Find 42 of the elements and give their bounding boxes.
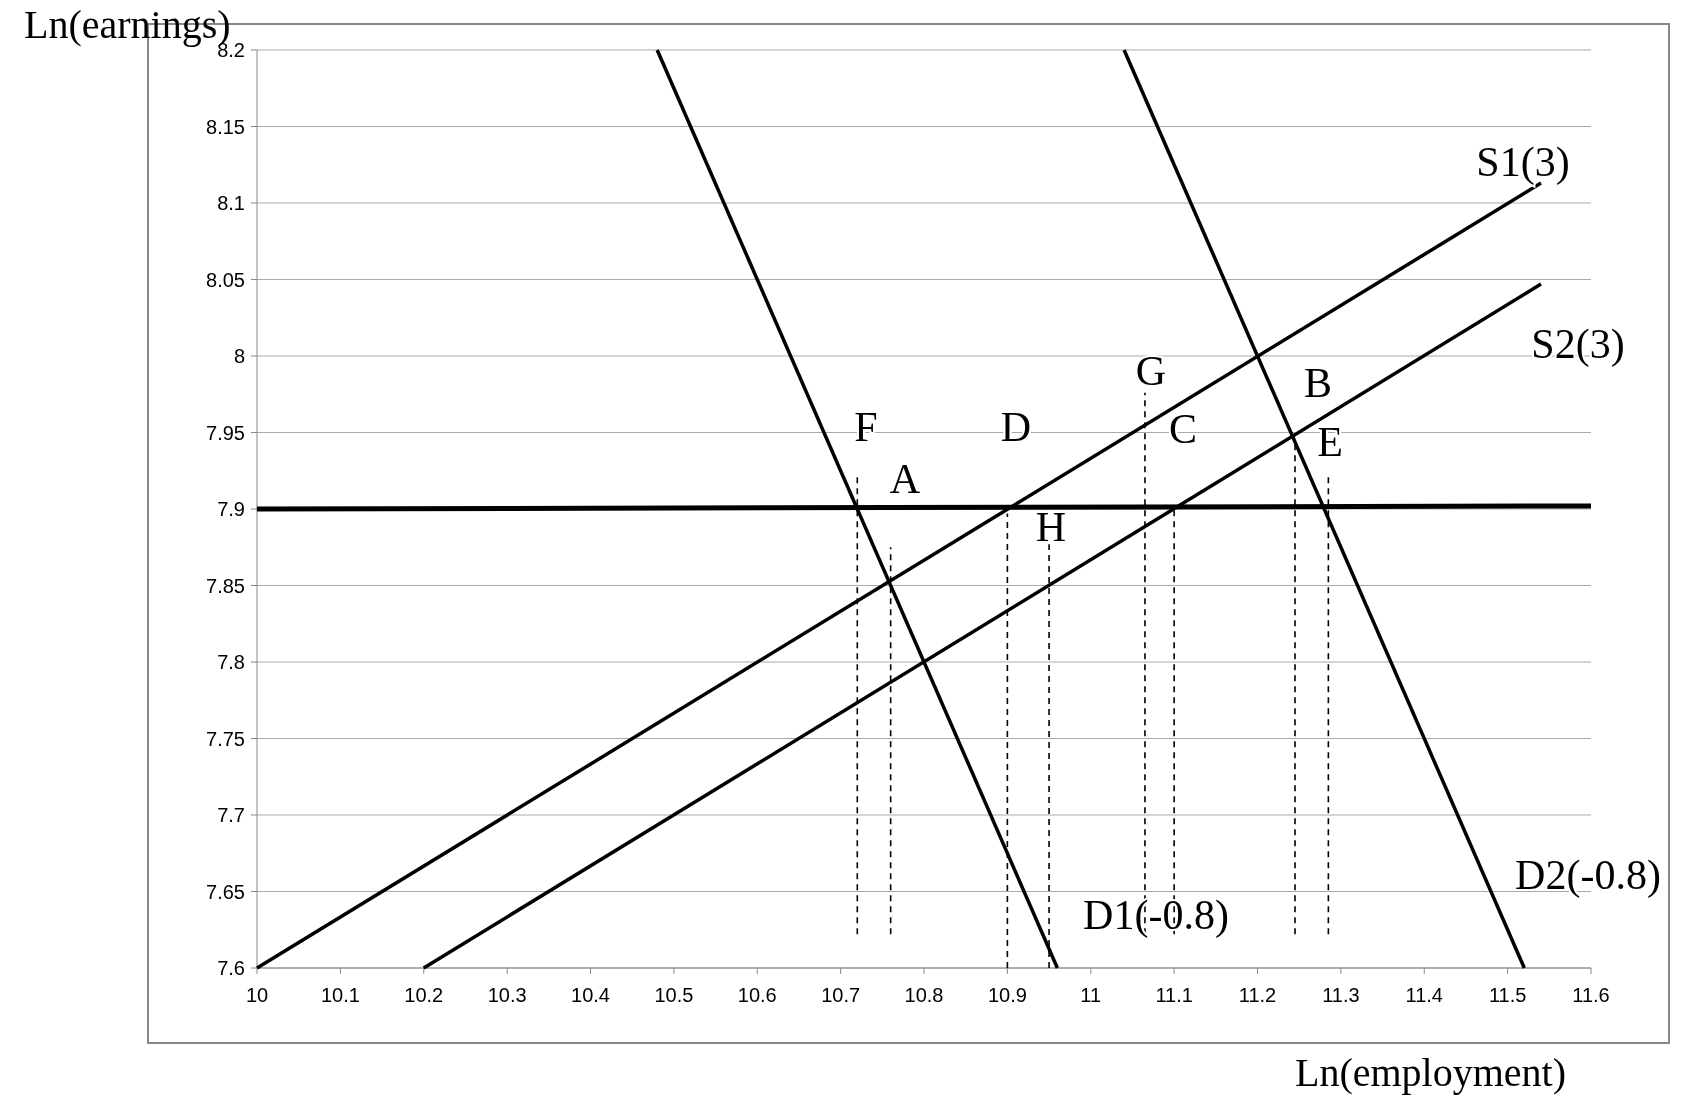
x-tick-label: 10.2 — [404, 984, 444, 1006]
x-tick-label: 10.4 — [571, 984, 610, 1006]
y-tick-label: 7.65 — [206, 880, 245, 903]
y-tick-label: 8.1 — [217, 192, 245, 214]
y-tick-label: 7.6 — [217, 957, 245, 979]
x-tick-label: 10.7 — [821, 984, 861, 1006]
annotation: D — [1000, 403, 1032, 450]
y-tick-label: 8.15 — [206, 115, 245, 138]
y-tick-label: 7.75 — [206, 727, 245, 750]
y-tick-label: 7.9 — [217, 498, 245, 520]
x-tick-label: 11.5 — [1488, 984, 1527, 1006]
x-tick-label: 11.6 — [1572, 984, 1610, 1006]
x-tick-label: 10 — [245, 984, 269, 1006]
x-tick-label: 11.4 — [1405, 984, 1443, 1006]
annotation: C — [1168, 405, 1198, 452]
annotation: H — [1035, 503, 1067, 550]
annotation: D2(-0.8) — [1515, 851, 1661, 899]
x-axis-title: Ln(employment) — [1294, 1050, 1566, 1095]
x-tick-label: 10.3 — [487, 984, 527, 1006]
annotation: S2(3) — [1531, 320, 1625, 368]
y-tick-label: 7.7 — [217, 804, 245, 826]
y-tick-label: 8.05 — [206, 268, 245, 291]
y-tick-label: 7.8 — [217, 651, 245, 673]
annotation: A — [889, 455, 921, 502]
y-tick-label: 7.95 — [206, 421, 245, 444]
annotation: G — [1135, 347, 1167, 394]
x-tick-label: 11.2 — [1238, 984, 1277, 1006]
x-tick-label: 11.3 — [1322, 984, 1360, 1006]
x-tick-label: 11 — [1080, 984, 1102, 1006]
x-tick-label: 11.1 — [1155, 984, 1193, 1006]
x-tick-label: 10.8 — [904, 984, 944, 1006]
x-tick-label: 10.1 — [320, 984, 360, 1006]
annotation: B — [1303, 359, 1333, 406]
x-tick-label: 10.9 — [987, 984, 1027, 1006]
annotation: D1(-0.8) — [1083, 891, 1229, 939]
annotation: F — [854, 403, 878, 450]
annotation: E — [1317, 418, 1343, 465]
x-tick-label: 10.5 — [654, 984, 694, 1006]
y-tick-label: 8 — [233, 345, 245, 367]
y-tick-label: 7.85 — [206, 574, 245, 597]
x-tick-label: 10.6 — [737, 984, 777, 1006]
annotation: S1(3) — [1476, 138, 1570, 186]
